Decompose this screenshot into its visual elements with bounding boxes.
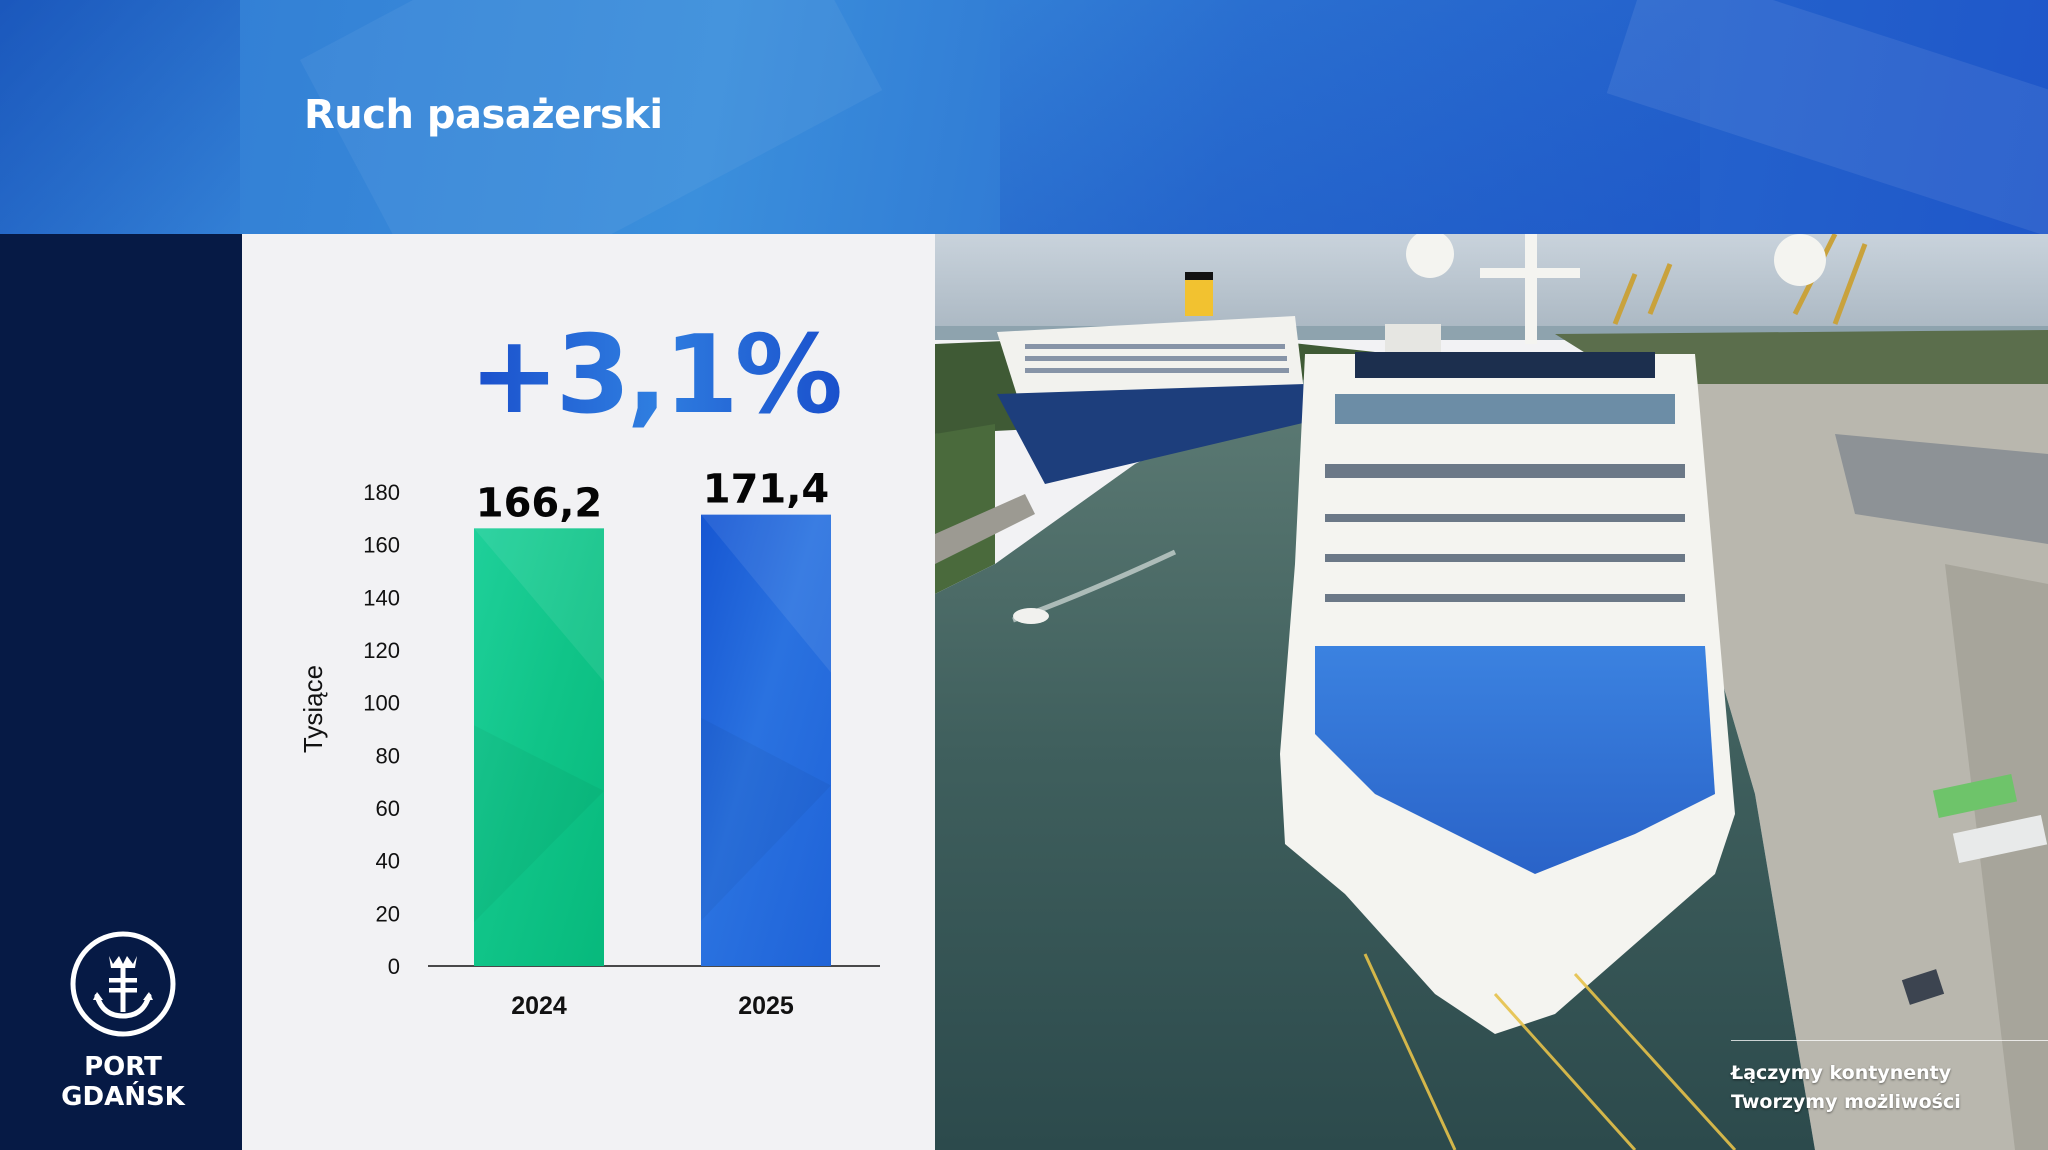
bar-2025 — [701, 514, 831, 966]
data-label-2024: 166,2 — [476, 480, 603, 526]
y-tick-label: 160 — [363, 533, 400, 558]
anchor-crown-icon — [70, 931, 176, 1037]
y-tick-label: 180 — [363, 480, 400, 505]
bar-facet — [474, 725, 604, 923]
headline-change: +3,1% — [469, 313, 840, 438]
y-tick-label: 120 — [363, 638, 400, 663]
y-tick-label: 140 — [363, 585, 400, 610]
tagline-line-1: Łączymy kontynenty — [1731, 1062, 1952, 1084]
port-gdansk-logo: PORT GDAŃSK — [60, 930, 186, 1112]
header-banner: Ruch pasażerski — [0, 0, 2048, 234]
logo-text: PORT GDAŃSK — [61, 1052, 185, 1112]
page-title: Ruch pasażerski — [304, 92, 663, 138]
chart-panel: +3,1% Tysiące 0 20 40 60 80 100 120 140 160 180 166,… — [242, 234, 935, 1150]
y-tick-label: 20 — [376, 901, 400, 926]
y-tick-label: 0 — [388, 954, 400, 979]
bar-facet — [701, 514, 831, 673]
data-label-2025: 171,4 — [703, 467, 830, 513]
tagline-line-2: Tworzymy możliwości — [1731, 1091, 1961, 1113]
y-tick-label: 40 — [376, 849, 400, 874]
header-facet — [0, 0, 240, 234]
bar-facet — [701, 717, 831, 921]
header-facet — [1000, 0, 1700, 234]
cruise-ship-photo — [935, 234, 2048, 1150]
x-tick-label-2025: 2025 — [738, 992, 794, 1020]
y-axis-label: Tysiące — [298, 665, 328, 753]
y-tick-label: 60 — [376, 796, 400, 821]
tagline: Łączymy kontynenty Tworzymy możliwości — [1731, 1040, 2048, 1117]
cruise-ship-illustration — [935, 234, 2048, 1150]
x-tick-label-2024: 2024 — [511, 992, 567, 1020]
bar-chart: +3,1% Tysiące 0 20 40 60 80 100 120 140 160 180 166,… — [298, 313, 880, 1020]
bar-2024 — [474, 528, 604, 966]
y-tick-label: 100 — [363, 691, 400, 716]
y-tick-label: 80 — [376, 743, 400, 768]
